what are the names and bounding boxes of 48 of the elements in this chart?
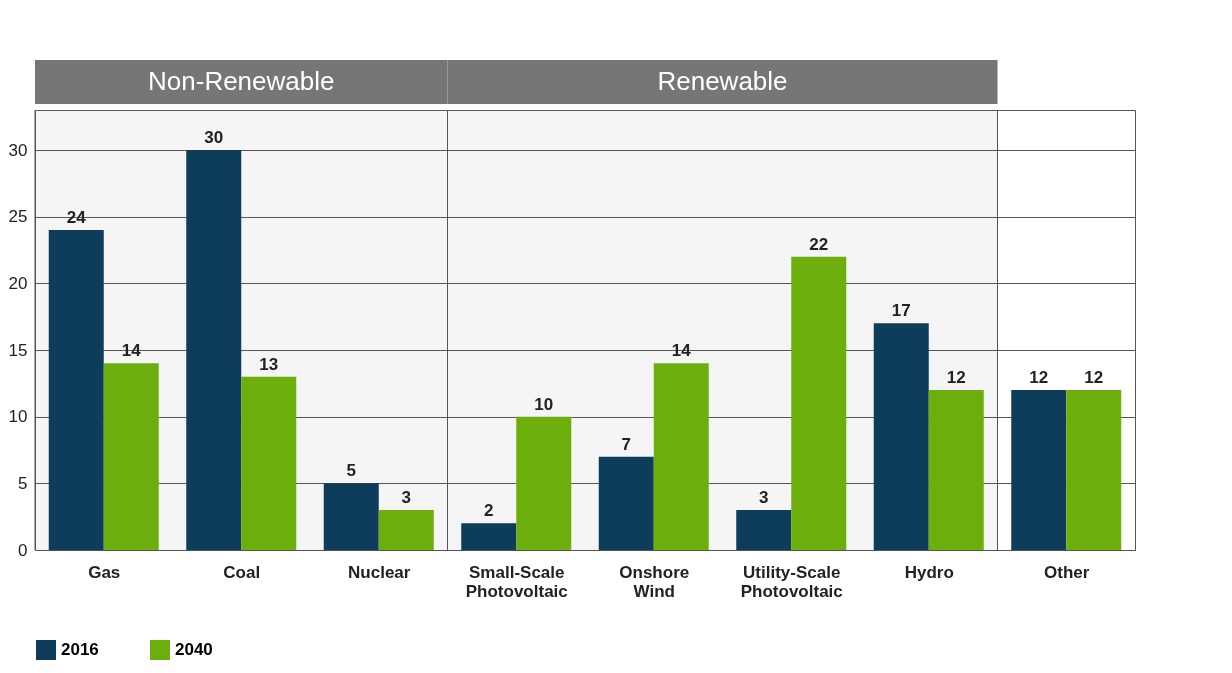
data-label: 3 <box>759 488 769 507</box>
bar <box>598 456 654 550</box>
y-tick-label: 0 <box>18 540 28 560</box>
y-tick-label: 30 <box>8 140 28 160</box>
bar <box>873 323 929 550</box>
x-tick-label: Other <box>1044 562 1090 582</box>
data-label: 12 <box>946 368 966 387</box>
bar <box>186 150 242 550</box>
bar <box>48 230 104 550</box>
x-tick-label: Hydro <box>904 562 954 582</box>
data-label: 13 <box>259 354 279 374</box>
x-tick-label: Utility-Scale Photovoltaic <box>740 562 843 601</box>
bar <box>516 416 572 550</box>
bar <box>461 523 517 550</box>
data-label: 22 <box>809 234 829 254</box>
y-tick-label: 15 <box>8 340 28 360</box>
x-tick-label: Gas <box>88 562 121 582</box>
y-tick-label: 5 <box>18 473 28 493</box>
data-label: 7 <box>621 434 631 454</box>
bar <box>1011 390 1067 550</box>
bar <box>736 510 792 550</box>
data-label: 30 <box>204 128 224 147</box>
data-label: 2 <box>484 501 494 521</box>
legend-label: 2016 <box>61 640 99 659</box>
data-label: 3 <box>401 488 411 507</box>
bar <box>653 363 709 550</box>
y-tick-label: 20 <box>8 273 28 293</box>
bar <box>323 483 379 550</box>
bar <box>241 376 297 550</box>
x-tick-label: Nuclear <box>348 562 411 582</box>
bar <box>1066 390 1122 550</box>
data-label: 10 <box>534 394 554 414</box>
data-label: 17 <box>891 301 911 321</box>
legend-label: 2040 <box>175 640 213 659</box>
x-tick-label: Onshore Wind <box>619 562 690 601</box>
bar <box>103 363 159 550</box>
data-label: 12 <box>1029 368 1049 387</box>
y-tick-label: 10 <box>8 407 28 427</box>
x-tick-label: Small-Scale Photovoltaic <box>465 562 568 601</box>
band-label: Non-Renewable <box>148 66 335 96</box>
bar <box>378 510 434 550</box>
band-label: Renewable <box>657 66 788 96</box>
data-label: 12 <box>1084 368 1104 387</box>
bar <box>791 256 847 550</box>
y-tick-label: 25 <box>8 207 28 227</box>
bar <box>928 390 984 550</box>
x-tick-label: Coal <box>223 562 261 582</box>
data-label: 5 <box>346 461 356 481</box>
